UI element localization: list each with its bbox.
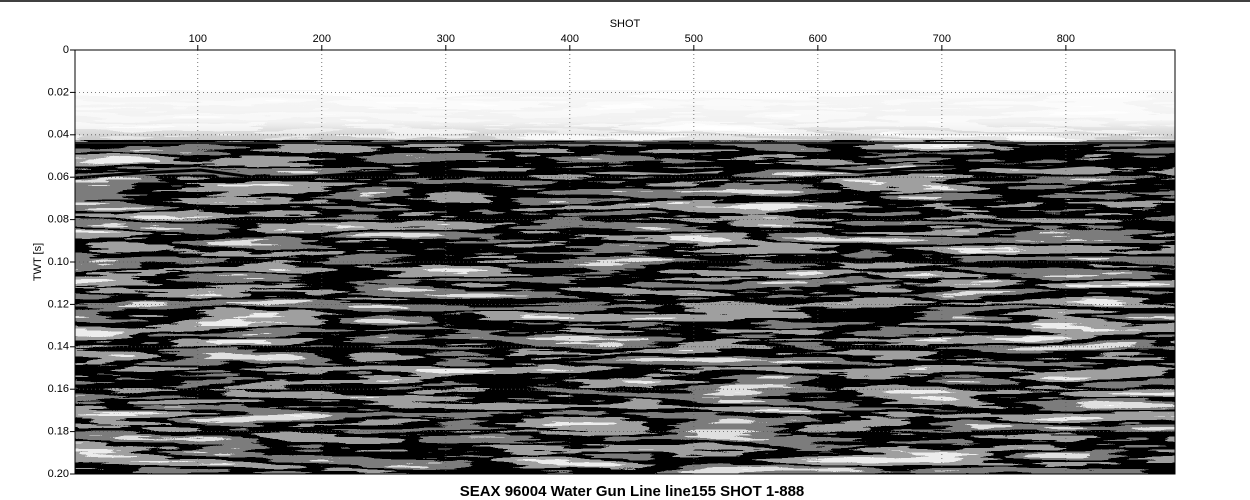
y-tick-label: 0.20 <box>48 468 69 480</box>
x-tick-label: 600 <box>809 33 827 45</box>
water-column <box>75 50 1175 140</box>
y-tick-label: 0.16 <box>48 383 69 395</box>
x-tick-label: 200 <box>313 33 331 45</box>
y-axis-label: TWT [s] <box>32 243 44 281</box>
x-tick-label: 100 <box>189 33 207 45</box>
x-axis-label: SHOT <box>610 18 641 30</box>
plot-frame <box>74 49 1176 475</box>
x-tick-label: 300 <box>437 33 455 45</box>
y-tick-label: 0.08 <box>48 214 69 226</box>
y-tick-label: 0.18 <box>48 426 69 438</box>
seismic-image <box>74 50 1176 474</box>
y-tick-label: 0.14 <box>48 341 69 353</box>
x-tick-label: 400 <box>561 33 579 45</box>
chart-title: SEAX 96004 Water Gun Line line155 SHOT 1… <box>460 483 805 500</box>
x-tick-label: 500 <box>685 33 703 45</box>
x-tick-label: 800 <box>1057 33 1075 45</box>
y-tick-label: 0.02 <box>48 86 69 98</box>
y-tick-label: 0 <box>63 44 69 56</box>
y-tick-label: 0.12 <box>48 298 69 310</box>
x-tick-label: 700 <box>933 33 951 45</box>
y-tick-label: 0.10 <box>48 256 69 268</box>
y-tick-label: 0.04 <box>48 129 69 141</box>
reflections <box>75 140 1175 474</box>
y-tick-label: 0.06 <box>48 171 69 183</box>
seafloor <box>74 160 1176 180</box>
